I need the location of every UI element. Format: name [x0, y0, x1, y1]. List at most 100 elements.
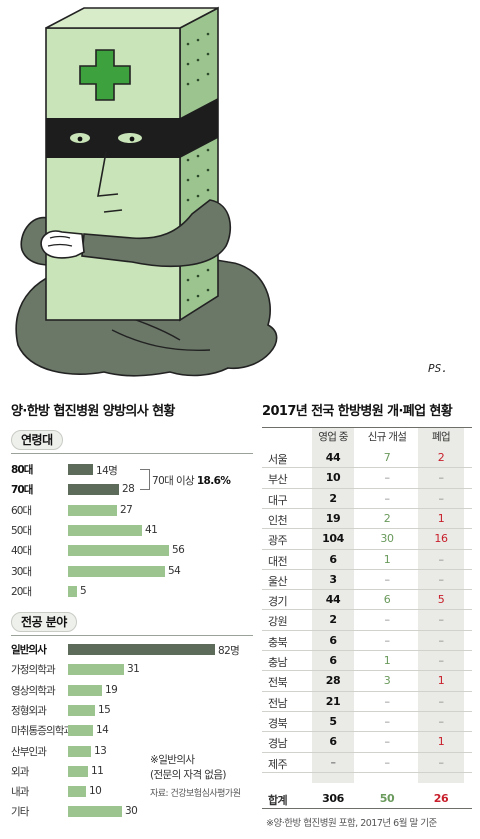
- table-row-divider: [262, 711, 472, 712]
- specialty-category-label: 마취통증의학과: [11, 725, 73, 738]
- region-closed-count: –: [438, 755, 444, 769]
- total-closed: 26: [433, 792, 449, 805]
- age-bracket: [140, 469, 150, 490]
- region-closed-count: –: [438, 714, 444, 728]
- region-name: 제주: [268, 757, 288, 771]
- total-new: 50: [379, 792, 395, 805]
- age-category-label: 30대: [11, 565, 32, 578]
- col-header-open: 영업 중: [318, 431, 348, 443]
- region-open-count: 28: [325, 674, 341, 688]
- mouth: [103, 209, 123, 213]
- age-category-label: 20대: [11, 585, 32, 598]
- specialty-category-label: 내과: [11, 786, 29, 799]
- region-closed-count: –: [438, 694, 444, 708]
- table-row-divider: [262, 467, 472, 468]
- table-row-divider: [262, 630, 472, 631]
- region-new-count: 2: [383, 511, 391, 525]
- age-category-label: 80대: [11, 464, 33, 476]
- region-closed-count: –: [438, 613, 444, 627]
- general-doctor-note: ※일반의사: [150, 754, 195, 766]
- table-bottom-rule: [262, 808, 472, 809]
- region-open-count: 2: [329, 613, 337, 627]
- region-closed-count: –: [438, 552, 444, 566]
- region-closed-count: 1: [437, 674, 445, 688]
- region-new-count: –: [384, 633, 390, 647]
- region-new-count: –: [384, 714, 390, 728]
- table-row-divider: [262, 691, 472, 692]
- region-new-count: 3: [383, 674, 391, 688]
- region-open-count: 5: [329, 714, 337, 728]
- region-open-count: 3: [329, 572, 337, 586]
- specialty-category-label: 영상의학과: [11, 684, 56, 697]
- age-value-label: 27: [120, 503, 133, 516]
- region-open-count: 6: [329, 633, 337, 647]
- region-name: 충남: [268, 656, 288, 669]
- nose: [97, 151, 119, 197]
- region-new-count: –: [384, 755, 390, 769]
- region-closed-count: –: [438, 491, 444, 505]
- region-new-count: –: [384, 735, 390, 749]
- region-name: 인천: [268, 513, 288, 527]
- table-row-divider: [262, 549, 472, 550]
- region-closed-count: 1: [437, 511, 445, 525]
- region-closed-count: –: [438, 471, 444, 485]
- table-row-divider: [262, 670, 472, 671]
- specialty-category-label: 가정의학과: [11, 664, 56, 677]
- table-row-divider: [262, 488, 472, 489]
- specialty-bar: [68, 806, 122, 818]
- age-value-label: 56: [172, 544, 185, 557]
- specialty-value-label: 82명: [218, 645, 240, 657]
- region-name: 전남: [268, 696, 288, 710]
- specialty-section-rule: [11, 635, 253, 636]
- specialty-value-label: 31: [127, 663, 140, 676]
- left-panel-title: 양·한방 협진병원 양방의사 현황: [11, 404, 175, 419]
- closed-column-stripe: [418, 428, 464, 783]
- specialty-bar: [68, 725, 93, 737]
- specialty-bar: [68, 704, 95, 716]
- age-bar: [68, 504, 117, 516]
- age-category-label: 40대: [11, 545, 32, 558]
- region-name: 부산: [268, 473, 288, 487]
- specialty-bar: [68, 644, 215, 655]
- region-closed-count: 2: [437, 451, 445, 464]
- specialty-bar: [68, 684, 102, 696]
- region-new-count: –: [384, 613, 390, 627]
- region-new-count: –: [384, 491, 390, 505]
- age-bar: [68, 545, 169, 557]
- specialty-bar: [68, 664, 124, 676]
- specialty-category-label: 기타: [11, 806, 29, 819]
- region-new-count: –: [384, 572, 390, 586]
- age-annotation-value: 18.6%: [196, 475, 231, 487]
- specialty-bar: [68, 786, 86, 798]
- table-row-divider: [262, 508, 472, 509]
- table-top-rule: [262, 427, 472, 428]
- region-new-count: 1: [383, 654, 391, 667]
- masked-medicine-box-illustration: PS.: [15, 6, 448, 377]
- box-top-face: [45, 7, 219, 29]
- table-row-divider: [262, 650, 472, 651]
- age-category-label: 70대: [11, 484, 33, 497]
- age-annotation-text: 70대 이상: [152, 475, 195, 487]
- region-name: 대전: [268, 554, 288, 568]
- table-row-divider: [262, 752, 472, 753]
- age-section-pill: 연령대: [11, 430, 63, 450]
- col-header-new: 신규 개설: [367, 431, 407, 443]
- region-closed-count: 16: [434, 532, 448, 546]
- table-row-divider: [262, 528, 472, 529]
- specialty-value-label: 19: [105, 683, 118, 696]
- specialty-bar: [68, 745, 91, 757]
- region-open-count: 21: [325, 694, 341, 708]
- age-bar: [68, 484, 119, 496]
- specialty-value-label: 11: [91, 764, 104, 777]
- region-closed-count: 5: [437, 593, 445, 607]
- table-row-divider: [262, 589, 472, 590]
- region-name: 대구: [268, 493, 288, 507]
- region-name: 강원: [268, 615, 288, 629]
- region-name: 전북: [268, 676, 288, 690]
- source-note: 자료: 건강보험심사평가원: [150, 789, 241, 799]
- specialty-value-label: 13: [94, 744, 107, 757]
- region-open-count: 19: [325, 511, 341, 525]
- region-name: 경남: [268, 737, 288, 751]
- specialty-value-label: 10: [89, 785, 102, 798]
